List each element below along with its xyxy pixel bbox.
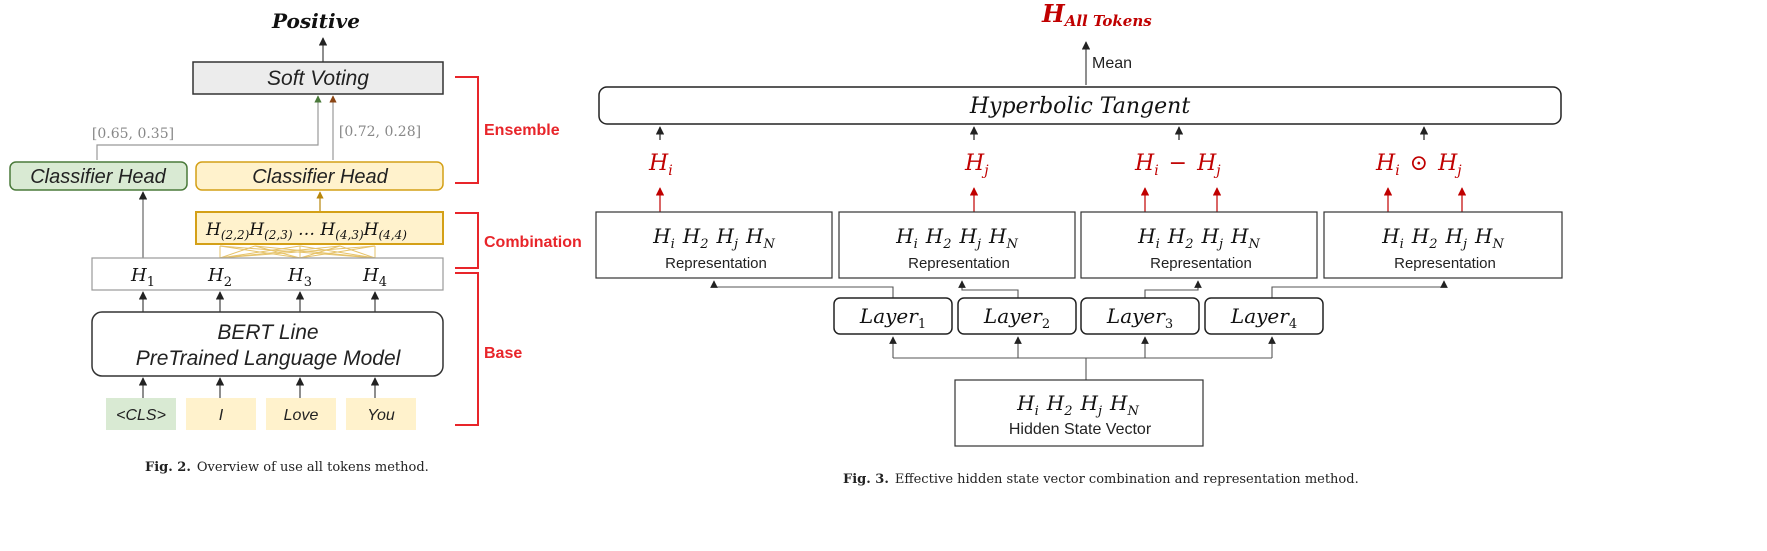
token-cls: <CLS>: [116, 407, 166, 424]
op-hj: Hj: [964, 151, 989, 179]
fig3-caption: Fig. 3. Effective hidden state vector com…: [843, 472, 1359, 487]
combination-crossings: [219, 245, 376, 259]
token-i-box: [186, 398, 256, 430]
hidden-to-layer-connectors: [889, 336, 1276, 380]
combination-box: [195, 211, 444, 245]
all-tokens-label: HAll Tokens: [1041, 0, 1152, 30]
token-you-box: [346, 398, 416, 430]
comb-h2: H: [248, 220, 265, 240]
hidden-h1: H1: [130, 265, 155, 290]
op-diff: Hi − Hj: [1134, 151, 1221, 179]
tanh-box: [598, 86, 1562, 125]
vote-connector-left: [96, 95, 322, 160]
classifier-head-right: [195, 161, 444, 191]
hidden-state-vector: Hi H2 Hj HN Hidden State Vector: [954, 379, 1204, 447]
hidden-state-vector-label: Hidden State Vector: [1009, 421, 1152, 438]
bert-line1: BERT Line: [217, 321, 318, 344]
bert-box: [91, 311, 444, 377]
repr-label-2: Representation: [908, 255, 1010, 272]
comb-sub4: (4,4): [378, 228, 407, 242]
combination-seq: H(2,2)H(2,3) … H(4,3)H(4,4): [205, 220, 407, 242]
fig2: Positive Soft Voting [0.65, 0.35] [0.72,…: [9, 9, 582, 475]
representation-3: Hi H2 Hj HN Representation: [1080, 211, 1318, 279]
hidden-h2: H2: [207, 265, 232, 290]
hidden-h4: H4: [362, 265, 387, 290]
representation-1: Hi H2 Hj HN Representation: [595, 211, 833, 279]
comb-sub3: (4,3): [335, 228, 364, 242]
op-hi: Hi: [648, 151, 673, 179]
tanh-input-arrows: [655, 126, 1429, 140]
svg-text:Layer4: Layer4: [1230, 304, 1297, 332]
svg-text:Layer2: Layer2: [983, 304, 1050, 332]
mean-label: Mean: [1092, 55, 1132, 72]
token-arrows: [138, 377, 380, 398]
layer-2: Layer2: [957, 297, 1077, 335]
layer-to-repr-connectors: [710, 280, 1448, 298]
vote-left-label: [0.65, 0.35]: [92, 126, 174, 142]
token-i: I: [219, 407, 224, 424]
repr-label-4: Representation: [1394, 255, 1496, 272]
layer-3: Layer3: [1080, 297, 1200, 335]
comb-sub2: (2,3): [264, 228, 293, 242]
svg-text:Layer1: Layer1: [859, 304, 926, 332]
bracket-label-ensemble: Ensemble: [484, 122, 560, 139]
tanh-label: Hyperbolic Tangent: [969, 94, 1190, 119]
bracket-label-combination: Combination: [484, 234, 582, 251]
repr-label-1: Representation: [665, 255, 767, 272]
bert-to-hidden-arrows: [138, 291, 380, 312]
classifier-head-right-label: Classifier Head: [252, 166, 388, 188]
op-hadamard: Hi ⊙ Hj: [1375, 151, 1462, 179]
classifier-head-left-label: Classifier Head: [30, 166, 166, 188]
representation-2: Hi H2 Hj HN Representation: [838, 211, 1076, 279]
fig2-caption: Fig. 2. Overview of use all tokens method…: [145, 460, 429, 475]
classifier-head-left: [9, 161, 188, 191]
comb-h1: H: [205, 220, 222, 240]
representation-4: Hi H2 Hj HN Representation: [1323, 211, 1563, 279]
bracket-label-base: Base: [484, 345, 522, 362]
token-love-box: [266, 398, 336, 430]
repr-label-3: Representation: [1150, 255, 1252, 272]
token-love: Love: [284, 407, 319, 424]
bert-line2: PreTrained Language Model: [136, 347, 402, 370]
fig3: HAll Tokens Mean Hyperbolic Tangent Hi H…: [595, 0, 1563, 487]
comb-ellipsis: … H: [293, 220, 337, 240]
hidden-states-box: [91, 257, 444, 291]
hidden-h3: H3: [287, 265, 312, 290]
soft-voting-label: Soft Voting: [267, 67, 369, 90]
comb-h4: H: [363, 220, 380, 240]
group-brackets: [455, 76, 479, 426]
vote-right-label: [0.72, 0.28]: [339, 124, 421, 140]
comb-sub1: (2,2): [221, 228, 250, 242]
token-you: You: [367, 407, 395, 424]
svg-text:Layer3: Layer3: [1106, 304, 1173, 332]
layer-4: Layer4: [1204, 297, 1324, 335]
soft-voting-box: [192, 61, 444, 95]
layer-1: Layer1: [833, 297, 953, 335]
output-label: Positive: [271, 9, 360, 33]
token-cls-box: [106, 398, 176, 430]
